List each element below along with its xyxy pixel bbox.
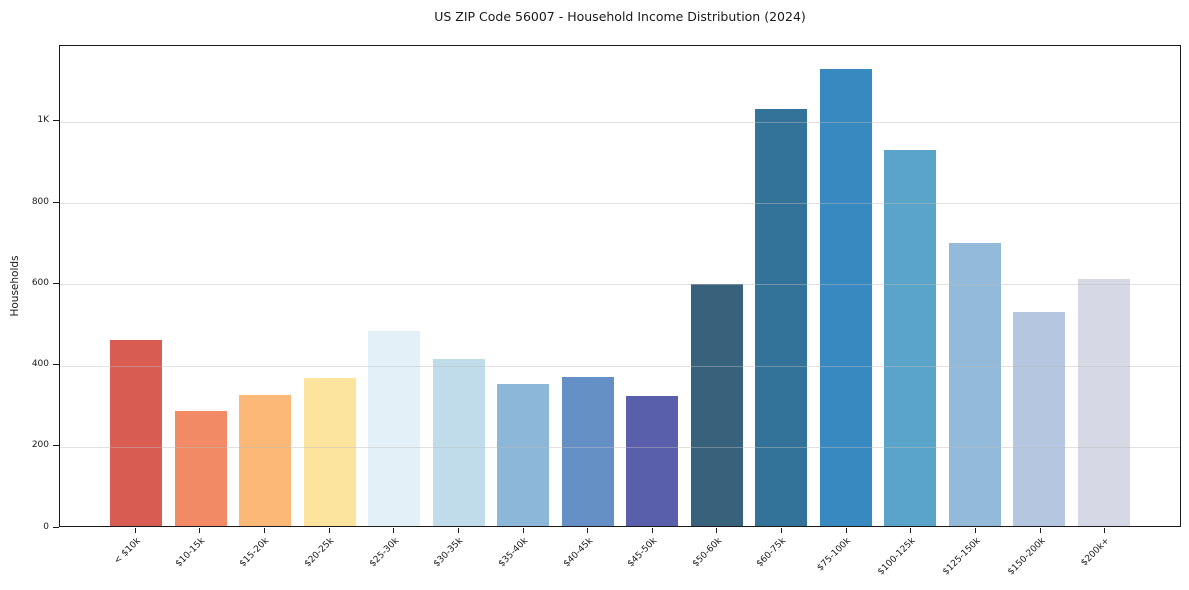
x-tick-mark (1104, 528, 1106, 533)
x-tick-label: $30-35k (432, 536, 466, 570)
x-tick-label: $20-25k (302, 536, 337, 570)
bar (884, 149, 937, 526)
bar-slot (878, 46, 943, 526)
bar (626, 396, 679, 526)
bar (561, 377, 614, 526)
x-tick-mark (1039, 528, 1041, 533)
plot-area (59, 45, 1181, 527)
bar (368, 330, 421, 526)
x-tick-mark (457, 528, 459, 533)
x-tick-mark (716, 528, 718, 533)
bar-slot (169, 46, 234, 526)
bar-slot (556, 46, 621, 526)
bar-slot (943, 46, 1008, 526)
x-tick-mark (393, 528, 395, 533)
x-tick-label: $150-200k (1005, 536, 1048, 578)
bar-slot (491, 46, 556, 526)
bar (497, 384, 550, 526)
bar (690, 284, 743, 526)
bar-slot (620, 46, 685, 526)
bar-slot (1007, 46, 1072, 526)
bar (432, 358, 485, 526)
bars-container (104, 46, 1136, 526)
x-tick-label: $35-40k (496, 536, 531, 570)
y-tick-label: 600 (31, 277, 49, 288)
bar-slot (298, 46, 363, 526)
bar (303, 378, 356, 526)
bar (1077, 278, 1130, 526)
y-tick-mark (53, 364, 59, 366)
x-tick-label: $40-45k (561, 536, 595, 570)
bar-slot (427, 46, 492, 526)
y-tick-label: 0 (43, 521, 49, 532)
bar-slot (1072, 46, 1137, 526)
x-tick-label: $25-30k (367, 536, 401, 570)
y-tick-label: 400 (31, 359, 49, 370)
bar (819, 69, 872, 526)
x-tick-mark (651, 528, 653, 533)
x-tick-label: $45-50k (626, 536, 660, 570)
x-tick-mark (781, 528, 783, 533)
x-tick-mark (199, 528, 201, 533)
bar-slot (814, 46, 879, 526)
x-tick-label: $200k+ (1079, 536, 1112, 569)
y-tick-mark (53, 201, 59, 203)
bar-slot (362, 46, 427, 526)
x-tick-label: $125-150k (941, 536, 983, 578)
y-tick-mark (53, 282, 59, 284)
x-tick-label: < $10k (112, 536, 143, 567)
y-tick-mark (53, 120, 59, 122)
x-tick-label: $10-15k (173, 536, 208, 570)
x-tick-label: $15-20k (238, 536, 272, 570)
bar-slot (685, 46, 750, 526)
x-tick-mark (845, 528, 847, 533)
x-tick-mark (264, 528, 266, 533)
y-tick-label: 800 (31, 196, 49, 207)
bar-slot (749, 46, 814, 526)
y-tick-label: 1K (37, 115, 49, 126)
x-tick-label: $60-75k (755, 536, 789, 570)
bar (174, 411, 227, 526)
y-tick-mark (53, 445, 59, 447)
x-tick-mark (974, 528, 976, 533)
x-tick-mark (522, 528, 524, 533)
x-tick-mark (134, 528, 136, 533)
x-tick-label: $100-125k (876, 536, 918, 578)
bar-slot (104, 46, 169, 526)
bar (755, 109, 808, 526)
x-tick-label: $50-60k (690, 536, 725, 570)
x-tick-mark (910, 528, 912, 533)
x-tick-mark (328, 528, 330, 533)
bar-slot (233, 46, 298, 526)
bar (110, 340, 163, 526)
bar (239, 395, 292, 526)
bar (1013, 311, 1066, 526)
chart-title: US ZIP Code 56007 - Household Income Dis… (434, 9, 806, 24)
y-tick-mark (53, 526, 59, 528)
x-tick-label: $75-100k (815, 536, 854, 574)
y-tick-label: 200 (31, 440, 49, 451)
bar (948, 243, 1001, 526)
x-tick-mark (587, 528, 589, 533)
